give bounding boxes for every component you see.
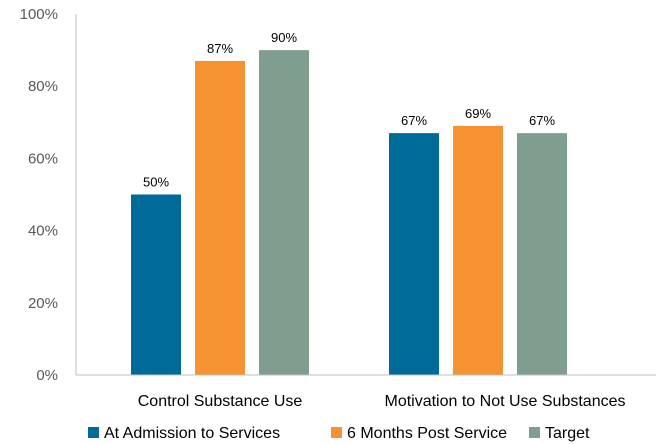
legend-swatch (331, 427, 342, 438)
bar (453, 125, 503, 375)
y-tick-label: 0% (36, 367, 58, 384)
data-label: 87% (207, 41, 233, 56)
y-tick-label: 100% (20, 6, 58, 23)
legend-label: Target (545, 425, 590, 442)
y-axis: 0% 20% 40% 60% 80% 100% (20, 6, 77, 384)
data-label: 69% (465, 106, 491, 121)
bar (517, 133, 567, 375)
data-label: 67% (529, 113, 555, 128)
legend-label: At Admission to Services (104, 425, 280, 442)
bar (131, 194, 181, 375)
x-category-label: Motivation to Not Use Substances (384, 393, 625, 410)
legend-swatch (529, 427, 540, 438)
y-tick-label: 20% (28, 295, 58, 312)
legend-swatch (88, 427, 99, 438)
x-axis: Control Substance Use Motivation to Not U… (76, 374, 656, 410)
data-label: 50% (143, 175, 169, 190)
bar (389, 133, 439, 375)
y-tick-label: 80% (28, 78, 58, 95)
plot-area: 50% 67% 87% 69% 90% 67% (131, 30, 567, 376)
legend-label: 6 Months Post Service (347, 425, 507, 442)
legend: At Admission to Services 6 Months Post Se… (88, 425, 590, 442)
x-category-label: Control Substance Use (138, 393, 303, 410)
bar (259, 50, 309, 375)
data-label: 90% (271, 30, 297, 45)
y-tick-label: 60% (28, 150, 58, 167)
y-tick-label: 40% (28, 223, 58, 240)
data-label: 67% (401, 113, 427, 128)
bar (195, 60, 245, 376)
